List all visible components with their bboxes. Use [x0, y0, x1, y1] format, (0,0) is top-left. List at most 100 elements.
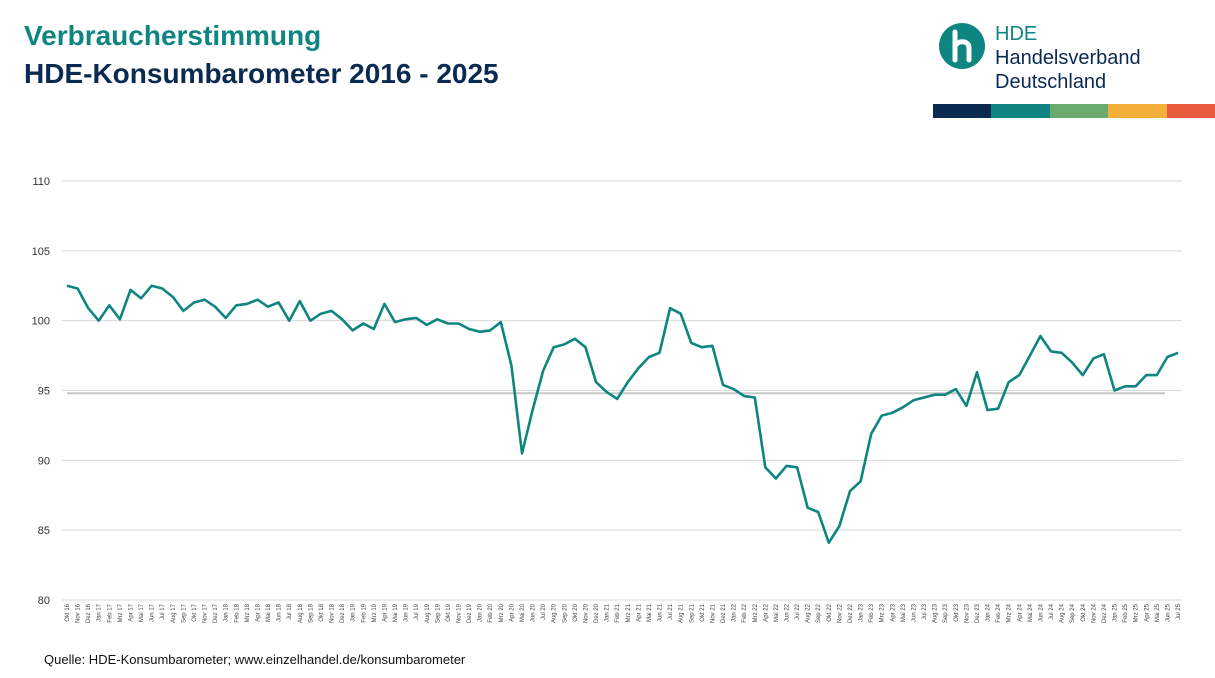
x-tick-label: Feb 17 — [107, 603, 113, 622]
x-tick-label: Apr 24 — [1017, 603, 1023, 621]
x-tick-label: Apr 19 — [382, 603, 388, 621]
hde-logo-icon — [939, 23, 985, 69]
x-tick-label: Aug 20 — [552, 603, 558, 623]
y-tick-label: 100 — [32, 316, 50, 328]
logo-handelsverband: Handelsverband — [995, 47, 1141, 69]
x-tick-label: Apr 21 — [636, 603, 642, 621]
x-tick-label: Sep 18 — [308, 603, 314, 623]
x-tick-label: Okt 19 — [446, 603, 452, 621]
x-tick-label: Mai 18 — [266, 603, 272, 622]
x-tick-label: Okt 23 — [954, 603, 960, 621]
x-tick-label: Okt 24 — [1081, 603, 1087, 621]
x-tick-label: Aug 19 — [425, 603, 431, 623]
x-tick-label: Nov 24 — [1091, 603, 1097, 623]
x-tick-label: Okt 22 — [827, 603, 833, 621]
x-tick-label: Mai 23 — [901, 603, 907, 622]
x-tick-label: Feb 21 — [615, 603, 621, 622]
x-tick-label: Nov 18 — [330, 603, 336, 623]
x-tick-label: Jul 24 — [1049, 603, 1055, 620]
x-tick-label: Nov 22 — [837, 603, 843, 623]
line-chart: 80 85 90 95 100 105 110 Okt 16 Nov 16 Dez 16 Jan 1… — [32, 176, 1182, 623]
x-tick-label: Mrz 18 — [245, 603, 251, 622]
x-tick-label: Mai 20 — [520, 603, 526, 622]
x-tick-label: Feb 18 — [234, 603, 240, 622]
x-tick-label: Okt 21 — [700, 603, 706, 621]
x-tick-label: Feb 23 — [869, 603, 875, 622]
x-tick-label: Jun 19 — [404, 603, 410, 622]
x-tick-label: Mrz 22 — [753, 603, 759, 622]
y-tick-label: 85 — [38, 525, 50, 537]
x-tick-label: Jul 25 — [1176, 603, 1182, 620]
x-tick-label: Nov 19 — [456, 603, 462, 623]
x-tick-label: Apr 18 — [255, 603, 261, 621]
x-tick-label: Jun 21 — [658, 603, 664, 622]
x-tick-label: Jun 24 — [1038, 603, 1044, 622]
color-bar-segment — [1166, 104, 1215, 118]
x-tick-label: Apr 17 — [128, 603, 134, 621]
x-tick-label: Dez 21 — [721, 603, 727, 623]
x-tick-label: Jul 22 — [795, 603, 801, 620]
color-bar-segment — [933, 104, 992, 118]
x-tick-label: Nov 17 — [203, 603, 209, 623]
x-tick-label: Feb 19 — [361, 603, 367, 622]
x-tick-label: Aug 18 — [298, 603, 304, 623]
x-tick-label: Sep 22 — [816, 603, 822, 623]
x-tick-label: Mai 21 — [647, 603, 653, 622]
color-bar-segment — [1108, 104, 1167, 118]
color-bar-segment — [1049, 104, 1109, 118]
x-tick-label: Dez 20 — [594, 603, 600, 623]
x-tick-label: Jan 19 — [351, 603, 357, 622]
x-tick-label: Feb 24 — [996, 603, 1002, 622]
x-tick-label: Jan 21 — [605, 603, 611, 622]
x-tick-label: Nov 20 — [583, 603, 589, 623]
x-tick-label: Feb 25 — [1123, 603, 1129, 622]
x-tick-label: Jul 17 — [160, 603, 166, 620]
x-tick-label: Feb 20 — [488, 603, 494, 622]
x-tick-label: Apr 25 — [1144, 603, 1150, 621]
x-tick-label: Jun 20 — [531, 603, 537, 622]
y-tick-label: 80 — [38, 595, 50, 607]
x-tick-label: Sep 19 — [435, 603, 441, 623]
x-tick-label: Apr 22 — [763, 603, 769, 621]
x-tick-label: Aug 22 — [806, 603, 812, 623]
x-tick-label: Okt 17 — [192, 603, 198, 621]
x-tick-label: Nov 16 — [76, 603, 82, 623]
y-tick-label: 95 — [38, 386, 50, 398]
color-bar-segment — [991, 104, 1050, 118]
x-tick-label: Apr 23 — [890, 603, 896, 621]
x-tick-label: Mai 25 — [1155, 603, 1161, 622]
source-note: Quelle: HDE-Konsumbarometer; www.einzelh… — [44, 652, 466, 667]
x-tick-label: Mrz 19 — [372, 603, 378, 622]
x-tick-label: Jul 23 — [922, 603, 928, 620]
x-tick-label: Jan 17 — [97, 603, 103, 622]
x-tick-label: Dez 23 — [975, 603, 981, 623]
y-tick-label: 110 — [32, 176, 50, 188]
x-tick-label: Jun 22 — [785, 603, 791, 622]
x-tick-label: Aug 23 — [933, 603, 939, 623]
x-tick-label: Mrz 23 — [880, 603, 886, 622]
x-tick-label: Sep 17 — [181, 603, 187, 623]
x-tick-label: Jun 18 — [277, 603, 283, 622]
x-tick-label: Okt 18 — [319, 603, 325, 621]
x-tick-label: Mai 24 — [1028, 603, 1034, 622]
chart-subtitle: HDE-Konsumbarometer 2016 - 2025 — [24, 58, 499, 89]
x-tick-label: Mrz 20 — [499, 603, 505, 622]
x-tick-label: Dez 19 — [467, 603, 473, 623]
x-tick-label: Dez 24 — [1102, 603, 1108, 623]
x-tick-label: Sep 24 — [1070, 603, 1076, 623]
x-tick-label: Feb 22 — [742, 603, 748, 622]
x-tick-label: Sep 23 — [943, 603, 949, 623]
x-tick-label: Jan 20 — [478, 603, 484, 622]
x-tick-label: Apr 20 — [509, 603, 515, 621]
x-tick-label: Jun 23 — [911, 603, 917, 622]
x-tick-label: Nov 21 — [710, 603, 716, 623]
x-tick-label: Nov 23 — [964, 603, 970, 623]
x-tick-label: Mai 19 — [393, 603, 399, 622]
x-tick-label: Jul 21 — [668, 603, 674, 620]
x-tick-label: Jun 25 — [1165, 603, 1171, 622]
x-tick-label: Okt 16 — [65, 603, 71, 621]
logo-deutschland: Deutschland — [995, 71, 1107, 93]
x-tick-label: Mrz 24 — [1007, 603, 1013, 622]
x-tick-label: Dez 16 — [86, 603, 92, 623]
x-tick-label: Dez 17 — [213, 603, 219, 623]
